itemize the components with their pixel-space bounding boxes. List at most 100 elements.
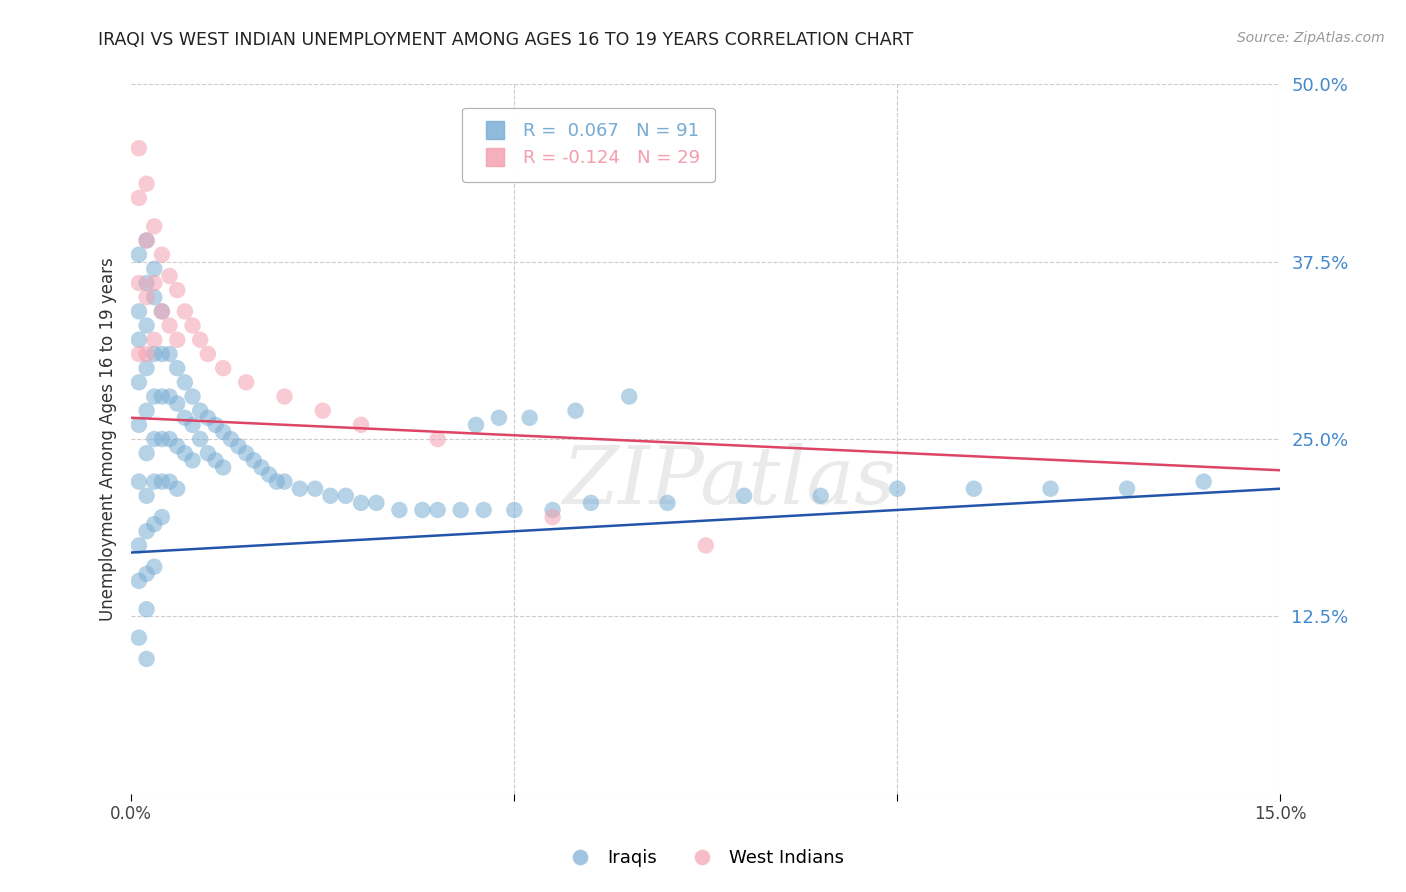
Point — [488, 410, 510, 425]
Point — [128, 141, 150, 155]
Point — [579, 496, 602, 510]
Point — [135, 290, 157, 304]
Point — [519, 410, 541, 425]
Point — [273, 390, 295, 404]
Point — [173, 446, 195, 460]
Text: IRAQI VS WEST INDIAN UNEMPLOYMENT AMONG AGES 16 TO 19 YEARS CORRELATION CHART: IRAQI VS WEST INDIAN UNEMPLOYMENT AMONG … — [98, 31, 914, 49]
Point — [143, 559, 166, 574]
Point — [366, 496, 388, 510]
Point — [159, 347, 181, 361]
Point — [150, 432, 173, 446]
Y-axis label: Unemployment Among Ages 16 to 19 years: Unemployment Among Ages 16 to 19 years — [100, 257, 117, 621]
Point — [541, 510, 564, 524]
Point — [204, 417, 226, 432]
Point — [159, 432, 181, 446]
Point — [388, 503, 411, 517]
Point — [465, 417, 488, 432]
Point — [150, 347, 173, 361]
Point — [472, 503, 495, 517]
Point — [143, 219, 166, 234]
Legend: R =  0.067   N = 91, R = -0.124   N = 29: R = 0.067 N = 91, R = -0.124 N = 29 — [463, 108, 716, 182]
Point — [350, 417, 373, 432]
Point — [135, 524, 157, 539]
Point — [128, 276, 150, 290]
Point — [181, 417, 204, 432]
Point — [173, 304, 195, 318]
Point — [128, 574, 150, 588]
Point — [159, 268, 181, 283]
Point — [312, 403, 335, 417]
Point — [204, 453, 226, 467]
Point — [150, 475, 173, 489]
Point — [181, 390, 204, 404]
Point — [188, 432, 211, 446]
Point — [219, 432, 242, 446]
Point — [243, 453, 266, 467]
Point — [135, 489, 157, 503]
Point — [426, 432, 449, 446]
Point — [541, 503, 564, 517]
Point — [166, 361, 188, 376]
Point — [135, 403, 157, 417]
Point — [135, 234, 157, 248]
Text: ZIPatlas: ZIPatlas — [562, 442, 896, 520]
Point — [181, 318, 204, 333]
Point — [257, 467, 280, 482]
Legend: Iraqis, West Indians: Iraqis, West Indians — [555, 842, 851, 874]
Point — [159, 475, 181, 489]
Text: Source: ZipAtlas.com: Source: ZipAtlas.com — [1237, 31, 1385, 45]
Point — [135, 177, 157, 191]
Point — [135, 652, 157, 666]
Point — [250, 460, 273, 475]
Point — [197, 347, 219, 361]
Point — [128, 347, 150, 361]
Point — [197, 446, 219, 460]
Point — [197, 410, 219, 425]
Point — [128, 304, 150, 318]
Point — [411, 503, 433, 517]
Point — [150, 390, 173, 404]
Point — [266, 475, 288, 489]
Point — [657, 496, 679, 510]
Point — [135, 234, 157, 248]
Point — [166, 482, 188, 496]
Point — [733, 489, 755, 503]
Point — [143, 390, 166, 404]
Point — [1192, 475, 1215, 489]
Point — [143, 261, 166, 276]
Point — [150, 510, 173, 524]
Point — [135, 446, 157, 460]
Point — [288, 482, 311, 496]
Point — [886, 482, 908, 496]
Point — [143, 347, 166, 361]
Point — [188, 403, 211, 417]
Point — [143, 333, 166, 347]
Point — [135, 276, 157, 290]
Point — [166, 439, 188, 453]
Point — [143, 517, 166, 532]
Point — [150, 304, 173, 318]
Point — [135, 602, 157, 616]
Point — [128, 475, 150, 489]
Point — [212, 361, 235, 376]
Point — [212, 460, 235, 475]
Point — [135, 318, 157, 333]
Point — [503, 503, 526, 517]
Point — [1039, 482, 1062, 496]
Point — [319, 489, 342, 503]
Point — [564, 403, 586, 417]
Point — [143, 290, 166, 304]
Point — [143, 475, 166, 489]
Point — [128, 376, 150, 390]
Point — [450, 503, 472, 517]
Point — [350, 496, 373, 510]
Point — [335, 489, 357, 503]
Point — [173, 410, 195, 425]
Point — [212, 425, 235, 439]
Point — [150, 304, 173, 318]
Point — [128, 631, 150, 645]
Point — [963, 482, 986, 496]
Point — [810, 489, 832, 503]
Point — [128, 333, 150, 347]
Point — [173, 376, 195, 390]
